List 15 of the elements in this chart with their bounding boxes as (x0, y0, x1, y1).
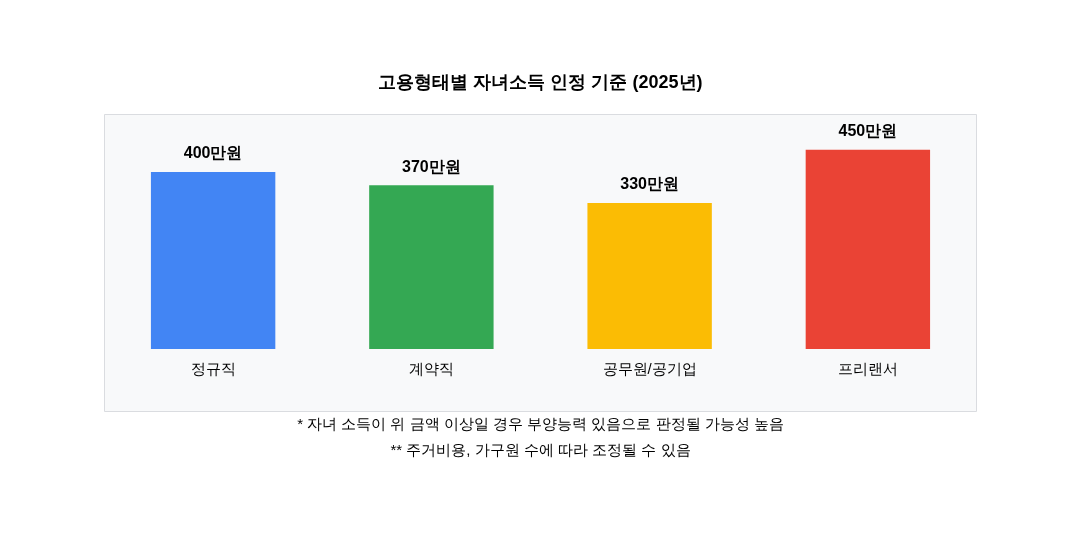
x-tick-label: 프리랜서 (837, 360, 898, 378)
x-tick-label: 공무원/공기업 (602, 360, 697, 378)
x-tick-label: 정규직 (190, 360, 236, 378)
chart-title: 고용형태별 자녀소득 인정 기준 (2025년) (378, 71, 703, 92)
text: ** 주거비용, 가구원 수에 따라 조정될 수 있음 (390, 441, 691, 459)
text: * 자녀 소득이 위 금액 이상일 경우 부양능력 있음으로 판정될 가능성 높음 (297, 415, 784, 433)
x-tick-label: 계약직 (408, 360, 454, 378)
bar (805, 149, 931, 349)
data-label: 330만원 (620, 175, 679, 193)
data-label: 450만원 (838, 122, 898, 140)
bar (587, 202, 712, 349)
data-label: 370만원 (402, 157, 461, 175)
bar (150, 171, 276, 349)
data-label: 400만원 (183, 144, 243, 162)
bar (369, 185, 494, 349)
